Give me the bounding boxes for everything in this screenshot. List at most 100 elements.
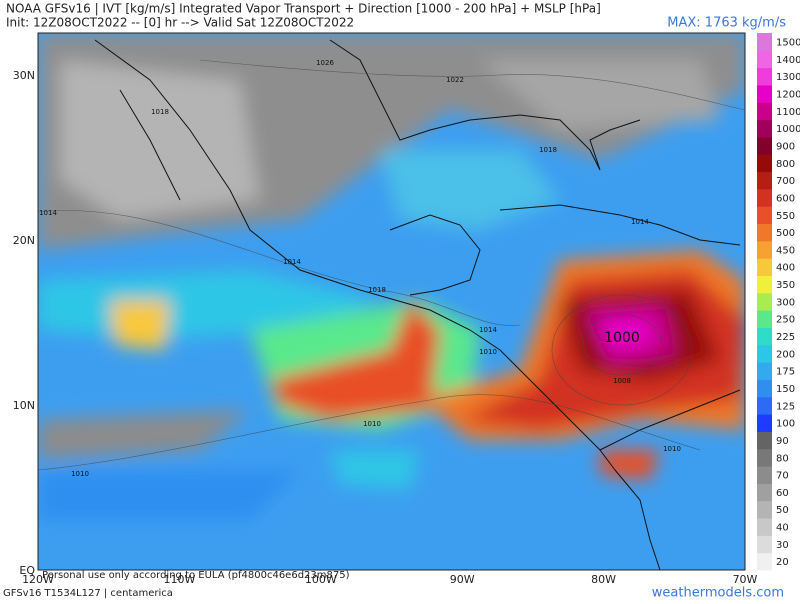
ivt-region	[330, 450, 420, 490]
colorbar-swatch	[757, 362, 772, 380]
colorbar-swatch	[757, 84, 772, 103]
pressure-label: 1010	[71, 470, 89, 478]
colorbar-swatch	[757, 396, 772, 415]
ivt-region	[60, 60, 260, 220]
lon-label: 90W	[450, 573, 475, 586]
colorbar-swatch	[757, 552, 772, 571]
colorbar-label: 900	[776, 141, 795, 152]
colorbar-swatch	[757, 431, 772, 450]
pressure-label: 1026	[316, 59, 334, 67]
colorbar-label: 1100	[776, 107, 800, 118]
colorbar-label: 1200	[776, 89, 800, 100]
colorbar-swatch	[757, 33, 772, 51]
colorbar-swatch	[757, 240, 772, 259]
colorbar-label: 300	[776, 297, 795, 308]
colorbar-swatch	[757, 518, 772, 536]
colorbar-label: 200	[776, 349, 795, 360]
colorbar-swatch	[757, 310, 772, 328]
isobar	[551, 294, 693, 406]
coastline	[499, 204, 741, 246]
colorbar-label: 20	[776, 557, 789, 568]
site-label: weathermodels.com	[652, 586, 784, 601]
ivt-region	[38, 410, 250, 460]
colorbar-swatch	[757, 136, 772, 155]
ivt-region	[480, 60, 720, 130]
lat-label: EQ	[19, 564, 35, 577]
map-area: 1026 1022 1018 1018 1014 1014 1014 1018 1014 1010…	[38, 33, 745, 570]
colorbar-label: 40	[776, 523, 789, 534]
coastline	[119, 89, 181, 201]
model-info: GFSv16 T1534L127 | centamerica	[3, 588, 173, 599]
colorbar-label: 450	[776, 245, 795, 256]
pressure-label: 1014	[631, 218, 649, 226]
colorbar-label: 100	[776, 419, 795, 430]
colorbar-label: 125	[776, 401, 795, 412]
pressure-label: 1018	[151, 108, 169, 116]
colorbar-swatch	[757, 483, 772, 502]
colorbar-label: 1000	[776, 124, 800, 135]
pressure-label: 1014	[283, 258, 301, 266]
colorbar-label: 250	[776, 315, 795, 326]
colorbar-swatch	[757, 258, 772, 277]
colorbar-label: 70	[776, 471, 789, 482]
colorbar-swatch	[757, 448, 772, 467]
ivt-region	[270, 300, 440, 420]
isobars	[38, 59, 745, 471]
pressure-labels: 1026 1022 1018 1018 1014 1014 1014 1018 1014 1010…	[39, 59, 681, 478]
colorbar-label: 500	[776, 228, 795, 239]
pressure-label: 1010	[479, 348, 497, 356]
pressure-label: 1022	[446, 76, 464, 84]
colorbar-label: 225	[776, 332, 795, 343]
colorbar-swatch	[757, 466, 772, 484]
colorbar-label: 1500	[776, 38, 800, 49]
lon-label: 80W	[591, 573, 616, 586]
ivt-field	[38, 33, 745, 520]
coastline	[329, 39, 641, 171]
colorbar-label: 350	[776, 280, 795, 291]
max-label: MAX: 1763 kg/m/s	[667, 16, 786, 31]
lon-label: 70W	[733, 573, 758, 586]
pressure-label: 1000	[604, 330, 640, 346]
lat-label: 10N	[13, 399, 35, 412]
colorbar-swatch	[757, 414, 772, 432]
colorbar: 20 30 40 50 60 70 80 90 100 125 150 175 200 225 250 300…	[757, 33, 800, 571]
pressure-label: 1014	[479, 326, 497, 334]
subtitle: Init: 12Z08OCT2022 -- [0] hr --> Valid S…	[6, 16, 354, 30]
colorbar-label: 50	[776, 505, 789, 516]
coastline	[599, 389, 741, 570]
colorbar-label: 400	[776, 263, 795, 274]
lat-label: 20N	[13, 234, 35, 247]
coastline	[389, 214, 481, 296]
title: NOAA GFSv16 | IVT [kg/m/s] Integrated Va…	[6, 2, 601, 16]
colorbar-label: 700	[776, 176, 795, 187]
colorbar-swatch	[757, 223, 772, 242]
pressure-label: 1014	[39, 209, 57, 217]
colorbar-swatch	[757, 292, 772, 311]
colorbar-label: 600	[776, 193, 795, 204]
colorbar-swatch	[757, 154, 772, 173]
pressure-label: 1008	[613, 377, 631, 385]
lon-label: 100W	[305, 573, 337, 586]
ivt-region	[600, 450, 660, 480]
colorbar-swatch	[757, 119, 772, 138]
isobar	[38, 394, 701, 471]
colorbar-swatch	[757, 67, 772, 86]
pressure-label: 1018	[368, 286, 386, 294]
colorbar-label: 800	[776, 159, 795, 170]
lon-label: 120W	[22, 573, 54, 586]
colorbar-label: 175	[776, 367, 795, 378]
isobar	[199, 59, 745, 111]
colorbar-label: 90	[776, 436, 789, 447]
license-note: Personal use only according to EULA (pf4…	[42, 570, 350, 581]
colorbar-label: 1300	[776, 72, 800, 83]
pressure-label: 1018	[539, 146, 557, 154]
colorbar-swatch	[757, 379, 772, 398]
map-frame	[37, 32, 746, 571]
colorbar-swatch	[757, 344, 772, 363]
colorbar-swatch	[757, 500, 772, 519]
isobar	[581, 314, 663, 376]
colorbar-swatch	[757, 102, 772, 121]
